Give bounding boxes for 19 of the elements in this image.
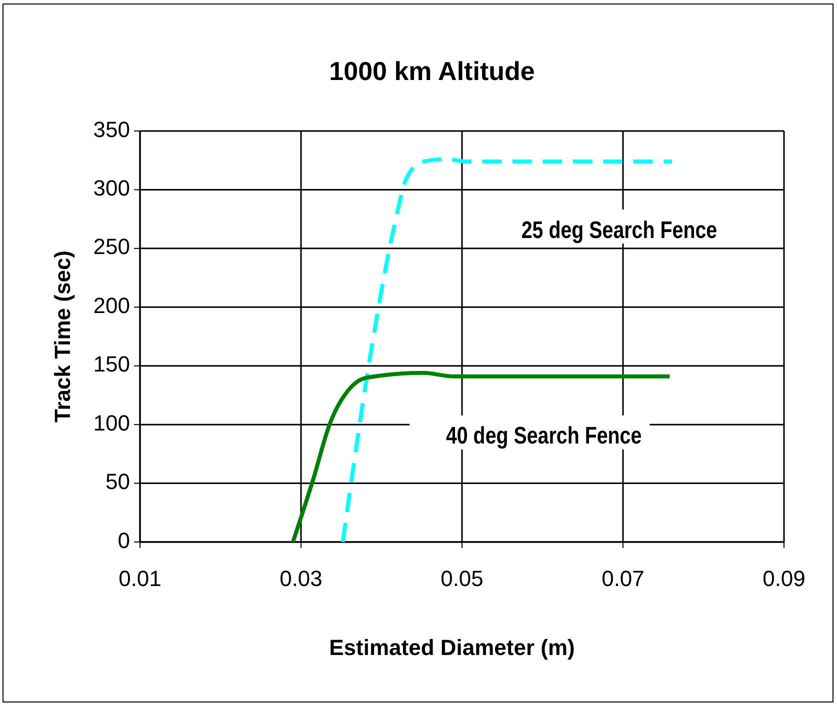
y-tick-label: 350 xyxy=(93,116,130,142)
y-axis-title: Track Time (sec) xyxy=(50,250,75,423)
x-tick-label: 0.07 xyxy=(602,566,644,591)
y-tick-label: 0 xyxy=(118,528,130,553)
y-tick-label: 300 xyxy=(93,176,130,201)
y-tick-label: 200 xyxy=(93,292,130,318)
y-tick-label: 100 xyxy=(93,410,130,436)
line-series xyxy=(290,370,672,544)
x-tick-label: 0.05 xyxy=(440,566,484,591)
text: 25 deg Search Fence xyxy=(521,216,718,244)
y-tick-label: 250 xyxy=(93,234,130,260)
x-tick-label: 0.09 xyxy=(762,566,806,591)
x-tick-label: 0.03 xyxy=(280,566,322,591)
x-axis-title: Estimated Diameter (m) xyxy=(329,635,575,660)
x-tick-label: 0.01 xyxy=(118,566,162,591)
series-label: 40 deg Search Fence xyxy=(446,422,642,450)
y-tick-label: 150 xyxy=(93,352,130,377)
y-tick-label: 50 xyxy=(106,469,130,494)
chart-title: 1000 km Altitude xyxy=(329,56,535,86)
